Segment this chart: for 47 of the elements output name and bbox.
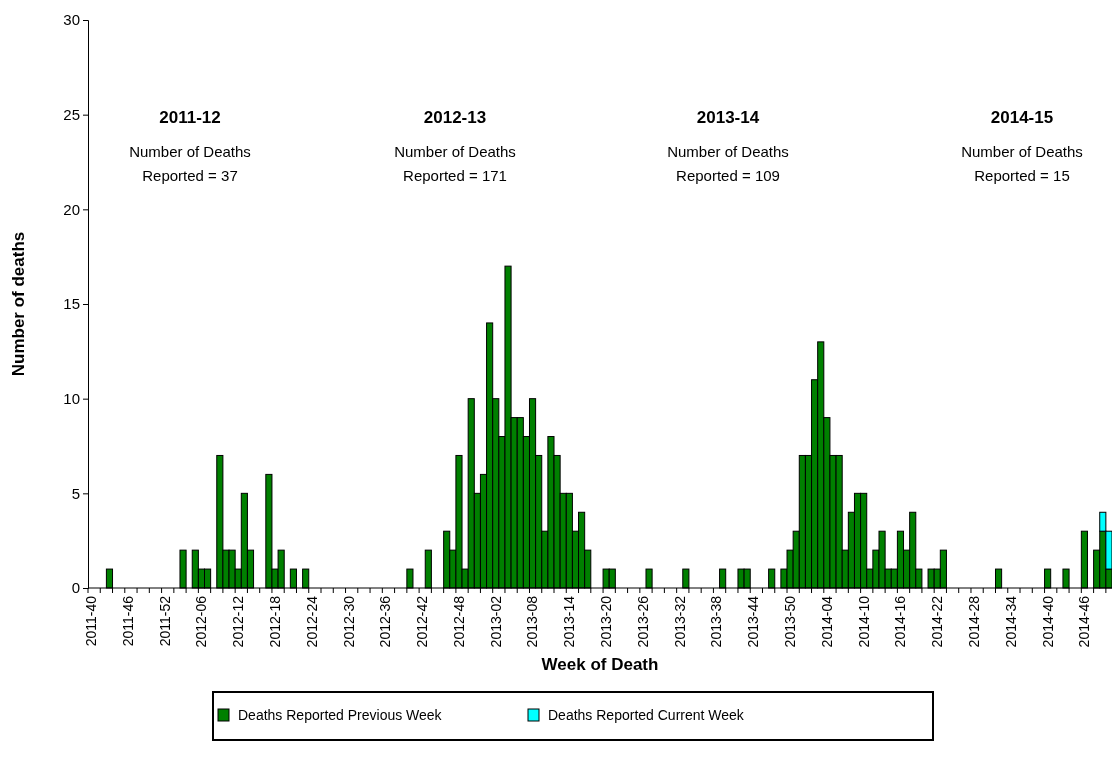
y-tick-label: 20 xyxy=(63,200,80,218)
x-tick-label: 2013-08 xyxy=(524,595,541,648)
y-tick-label: 15 xyxy=(63,295,80,313)
x-tick-label: 2012-24 xyxy=(303,595,320,648)
x-tick-label: 2013-32 xyxy=(671,595,688,648)
x-tick-label: 2012-18 xyxy=(266,595,283,648)
x-tick-label: 2013-44 xyxy=(745,595,762,648)
x-axis-title: Week of Death xyxy=(541,655,659,674)
x-tick-label: 2014-16 xyxy=(892,595,909,648)
x-tick-label: 2012-42 xyxy=(414,595,431,648)
x-tick-label: 2012-36 xyxy=(377,595,394,648)
x-tick-label: 2013-38 xyxy=(708,595,725,648)
x-tick-label: 2013-26 xyxy=(634,595,651,648)
legend-label: Deaths Reported Current Week xyxy=(548,707,745,723)
x-tick-label: 2014-40 xyxy=(1039,595,1056,648)
x-tick-label: 2014-34 xyxy=(1002,595,1019,648)
x-tick-label: 2012-06 xyxy=(193,595,210,648)
annotation: 2014-15 xyxy=(990,108,1054,127)
x-tick-label: 2012-30 xyxy=(340,595,357,648)
x-tick-label: 2011-46 xyxy=(119,595,136,647)
annotation: Number of Deaths Reported = 15 xyxy=(961,143,1083,184)
x-tick-label: 2012-12 xyxy=(230,595,247,648)
x-tick-label: 2014-04 xyxy=(818,595,835,648)
x-tick-label: 2013-50 xyxy=(781,595,798,648)
x-tick-label: 2013-14 xyxy=(561,595,578,648)
y-axis-title: Number of deaths xyxy=(9,231,28,377)
x-tick-label: 2014-22 xyxy=(929,595,946,648)
annotation: Number of Deaths Reported = 37 xyxy=(129,143,251,184)
x-tick-label: 2014-10 xyxy=(855,595,872,648)
y-tick-label: 30 xyxy=(63,11,80,29)
x-tick-label: 2013-20 xyxy=(598,595,615,648)
y-tick-label: 25 xyxy=(63,105,80,123)
y-tick-label: 10 xyxy=(63,389,80,407)
annotation: 2012-13 xyxy=(423,108,487,127)
x-tick-label: 2013-02 xyxy=(487,595,504,648)
x-tick-label: 2011-52 xyxy=(156,595,173,647)
y-tick-label: 0 xyxy=(71,579,80,597)
legend-label: Deaths Reported Previous Week xyxy=(238,707,443,723)
y-tick-label: 5 xyxy=(71,484,80,502)
x-tick-label: 2012-48 xyxy=(450,595,467,648)
x-tick-label: 2014-46 xyxy=(1076,595,1093,648)
annotation: 2011-12 xyxy=(159,108,221,127)
annotation: Number of Deaths Reported = 109 xyxy=(667,143,789,184)
x-tick-label: 2011-40 xyxy=(82,595,99,647)
annotation: 2013-14 xyxy=(696,108,760,127)
x-tick-label: 2014-28 xyxy=(965,595,982,648)
annotation: Number of Deaths Reported = 171 xyxy=(394,143,516,184)
